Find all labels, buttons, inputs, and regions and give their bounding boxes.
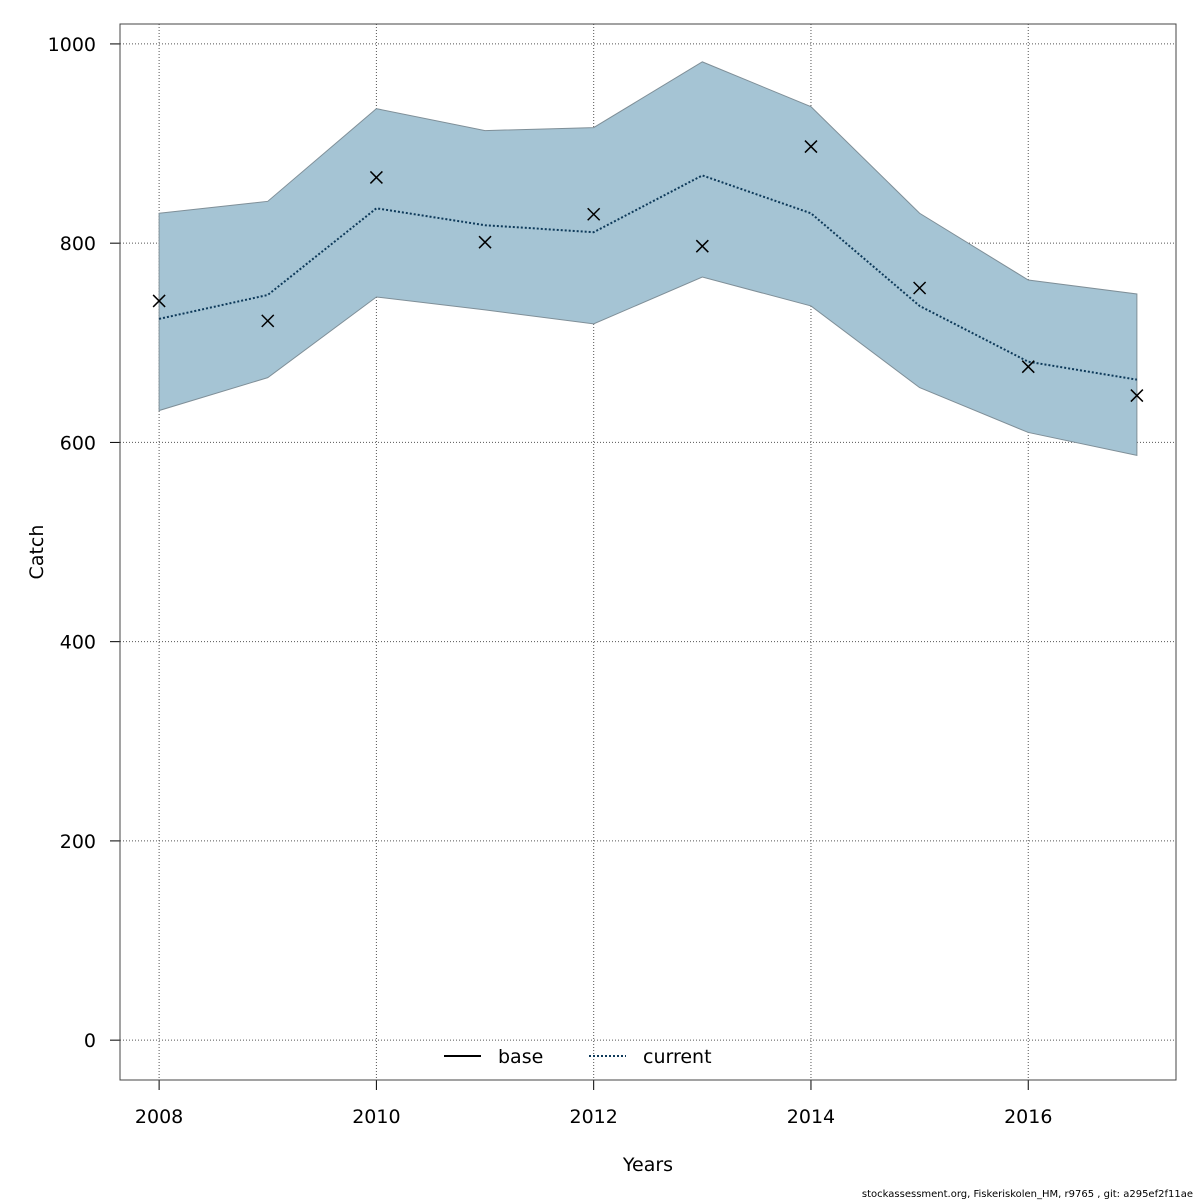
x-tick-label-2010: 2010	[352, 1106, 400, 1128]
observed-point-2012	[587, 207, 601, 221]
observed-point-2010	[369, 170, 383, 184]
x-tick-label-2016: 2016	[1004, 1106, 1052, 1128]
x-tick-label-2014: 2014	[787, 1106, 835, 1128]
y-axis-title: Catch	[26, 525, 48, 580]
y-tick-label-0: 0	[84, 1030, 96, 1052]
observed-point-2011	[478, 235, 492, 249]
legend-label-current: current	[643, 1046, 712, 1068]
observed-point-2014	[804, 140, 818, 154]
series-line-current	[158, 174, 1138, 381]
observed-point-2013	[695, 239, 709, 253]
legend: base current	[444, 1046, 712, 1068]
y-tick-label-400: 400	[60, 632, 96, 654]
x-tick-label-2012: 2012	[569, 1106, 617, 1128]
x-tick-label-2008: 2008	[135, 1106, 183, 1128]
observed-points	[152, 140, 1144, 403]
series-lines	[158, 174, 1138, 381]
x-axis-title: Years	[622, 1154, 673, 1176]
y-tick-label-600: 600	[60, 432, 96, 454]
footer-credit: stockassessment.org, Fiskeriskolen_HM, r…	[862, 1189, 1193, 1200]
legend-label-base: base	[498, 1046, 543, 1068]
observed-point-2015	[913, 281, 927, 295]
y-tick-label-800: 800	[60, 233, 96, 255]
y-tick-label-1000: 1000	[48, 34, 96, 56]
plot-frame	[119, 23, 1177, 1081]
confidence-band	[158, 61, 1138, 456]
observed-point-2017	[1130, 389, 1144, 403]
observed-point-2009	[261, 314, 275, 328]
y-tick-label-200: 200	[60, 831, 96, 853]
axis-ticks: 2008 2010 2012 2014 2016 0 200 400 600 800 1000	[48, 34, 1053, 1128]
observed-point-2016	[1021, 360, 1035, 374]
observed-point-2008	[152, 294, 166, 308]
